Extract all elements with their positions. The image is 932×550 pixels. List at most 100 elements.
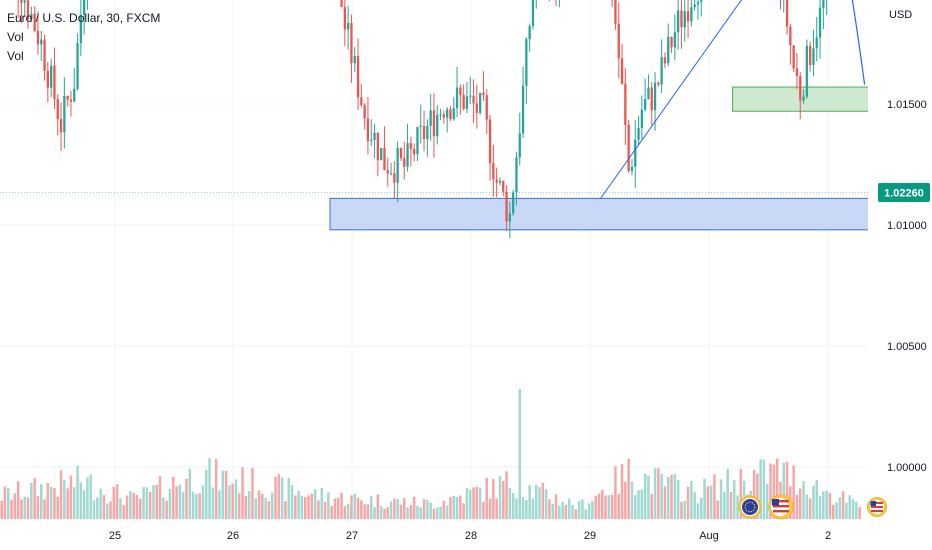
candle [83,0,86,35]
volume-bar [106,503,109,519]
volume-bar [175,486,178,519]
volume-bar [650,493,653,519]
candle [498,177,502,186]
trendline[interactable] [600,0,812,199]
volume-bar [841,491,845,519]
time-axis[interactable]: 25 26 27 28 29 Aug 2 [109,530,831,542]
volume-bar [795,494,799,519]
volume-bar [620,464,624,519]
volume-bar [403,498,406,519]
last-price-label: 1.02260 [884,188,924,200]
eu-flag-event-icon[interactable] [738,495,762,519]
volume-bar [683,500,686,519]
volume-bar [33,478,36,519]
volume-bar [469,489,472,519]
volume-bar [366,504,370,519]
volume-bar [155,484,158,519]
volume-bar [604,495,607,519]
volume-bar [584,509,587,519]
candle [531,0,535,30]
time-tick-label: 27 [346,530,358,542]
volume-bar [591,501,594,519]
volume-bar [822,491,825,519]
candle [426,119,429,157]
volume-bar [346,503,350,519]
volume-bar [412,496,416,519]
volume-bar [845,502,848,519]
volume-bar [86,477,89,519]
volume-bar [551,503,554,519]
volume-bar [290,485,294,519]
volume-bar [508,488,512,519]
candle [69,90,73,117]
volume-bar [40,484,43,519]
symbol-title[interactable]: Euro / U.S. Dollar, 30, FXCM [7,11,160,25]
support-zone[interactable] [329,197,885,231]
us-flag-event-icon[interactable] [867,497,887,517]
volume-bar [548,499,551,519]
candle [396,141,399,202]
volume-bar [139,498,142,519]
volume-bar [653,468,657,519]
volume-bar [733,480,736,519]
candle [785,0,789,35]
candle [634,120,637,188]
volume-bar [657,468,660,519]
volume-bar [211,487,215,519]
volume-bar [696,503,700,519]
volume-bar [736,495,739,519]
volume-bar [327,492,330,519]
candle [690,0,693,27]
volume-bar [0,500,3,519]
candle [611,0,613,7]
drawing-zones[interactable]: Supply [0,0,932,231]
candle [696,0,700,20]
volume-bar [782,462,785,519]
volume-bar [729,492,733,519]
volume-bar [274,476,277,519]
volume-bar [673,473,677,519]
volume-bar [686,486,690,519]
volume-bar [254,498,257,519]
price-tick-label: 1.01000 [887,220,927,232]
volume-bar [313,489,317,519]
volume-indicator-label-2[interactable]: Vol [7,49,24,63]
volume-bar [515,498,518,519]
candle [624,68,627,145]
time-tick-label: 2 [825,530,831,542]
candle [826,0,828,15]
volume-bar [135,495,139,519]
volume-bar [815,480,818,519]
time-axis-bg[interactable] [0,520,932,550]
volume-bar [719,479,723,519]
us-flag-event-icon[interactable] [768,494,794,520]
candle [399,147,403,162]
volume-bar [218,490,221,519]
volume-bar [115,484,119,519]
volume-indicator-label-1[interactable]: Vol [7,30,24,44]
volume-bar [247,491,251,519]
volume-bar [132,492,135,519]
volume-bar [340,492,343,519]
volume-bar [129,491,132,519]
price-axis-bg[interactable] [868,0,932,520]
volume-bar [244,496,248,519]
drawing-lines[interactable] [600,0,866,199]
candle [66,95,69,107]
candle [46,61,49,103]
price-axis[interactable]: 1.035001.030001.025001.020001.015001.010… [887,0,927,474]
volume-bar [528,485,531,519]
volume-bar [389,501,393,519]
price-axis-currency: USD [889,9,912,21]
volume-bar [152,485,155,519]
volume-bar [112,486,116,519]
candle [23,0,26,18]
volume-bar [393,498,396,519]
volume-bar [422,499,426,519]
candle [459,84,462,115]
projection-curve[interactable] [766,0,866,85]
candle [40,30,43,61]
volume-bar [310,493,314,519]
candle [383,126,386,171]
